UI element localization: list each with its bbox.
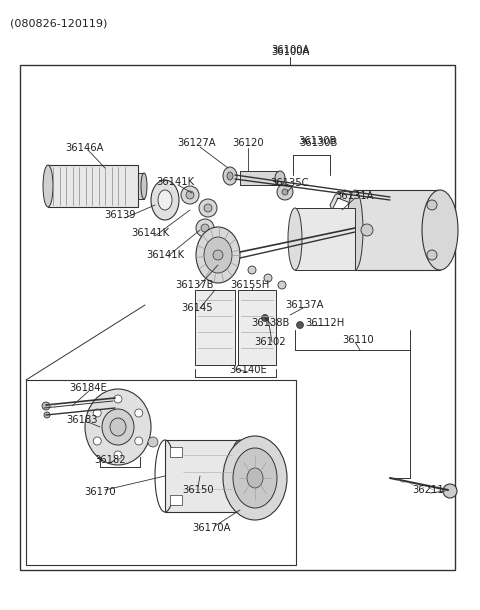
Ellipse shape xyxy=(347,190,363,270)
Ellipse shape xyxy=(248,266,256,274)
Ellipse shape xyxy=(93,409,101,417)
Bar xyxy=(26,380,296,565)
Text: 36184E: 36184E xyxy=(69,383,107,393)
Ellipse shape xyxy=(44,412,50,418)
Text: 36110: 36110 xyxy=(342,335,374,345)
Ellipse shape xyxy=(264,274,272,282)
Text: 36139: 36139 xyxy=(104,210,136,220)
Ellipse shape xyxy=(297,321,303,329)
Bar xyxy=(170,495,182,505)
Ellipse shape xyxy=(196,227,240,283)
Ellipse shape xyxy=(199,199,217,217)
Bar xyxy=(238,290,276,365)
Text: 36183: 36183 xyxy=(66,415,98,425)
Text: 36146A: 36146A xyxy=(66,143,104,153)
Bar xyxy=(170,447,182,457)
Text: 36135C: 36135C xyxy=(271,178,309,188)
Bar xyxy=(48,165,138,207)
Ellipse shape xyxy=(135,409,143,417)
Ellipse shape xyxy=(110,418,126,436)
Text: 36130B: 36130B xyxy=(299,138,337,148)
Text: 36141K: 36141K xyxy=(156,177,194,187)
Text: 36170A: 36170A xyxy=(193,523,231,533)
Text: 36155H: 36155H xyxy=(230,280,270,290)
Text: 36145: 36145 xyxy=(181,303,213,313)
Ellipse shape xyxy=(114,395,122,403)
Ellipse shape xyxy=(85,389,151,465)
Ellipse shape xyxy=(422,190,458,270)
Ellipse shape xyxy=(186,191,194,199)
Text: 36127A: 36127A xyxy=(178,138,216,148)
Ellipse shape xyxy=(288,208,302,270)
Ellipse shape xyxy=(102,409,134,445)
Ellipse shape xyxy=(42,402,50,410)
Bar xyxy=(240,171,280,185)
Text: 36137A: 36137A xyxy=(286,300,324,310)
Ellipse shape xyxy=(262,315,268,321)
Text: 36112H: 36112H xyxy=(305,318,345,328)
Ellipse shape xyxy=(204,204,212,212)
Text: 36170: 36170 xyxy=(84,487,116,497)
Ellipse shape xyxy=(275,171,285,185)
Ellipse shape xyxy=(227,172,233,180)
Bar xyxy=(20,65,455,570)
Ellipse shape xyxy=(443,484,457,498)
Bar xyxy=(295,208,355,270)
Ellipse shape xyxy=(427,250,437,260)
Ellipse shape xyxy=(43,165,53,207)
Ellipse shape xyxy=(114,451,122,459)
Ellipse shape xyxy=(233,448,277,508)
Text: 36141K: 36141K xyxy=(131,228,169,238)
Bar xyxy=(165,440,240,512)
Text: 36137B: 36137B xyxy=(176,280,214,290)
Ellipse shape xyxy=(361,224,373,236)
Text: 36138B: 36138B xyxy=(251,318,289,328)
Ellipse shape xyxy=(196,219,214,237)
Ellipse shape xyxy=(141,173,147,199)
Text: 36141K: 36141K xyxy=(146,250,184,260)
Text: 36100A: 36100A xyxy=(271,47,309,57)
Text: 36102: 36102 xyxy=(254,337,286,347)
Text: 36211: 36211 xyxy=(412,485,444,495)
Ellipse shape xyxy=(223,436,287,520)
Text: 36100A: 36100A xyxy=(271,45,309,55)
Bar xyxy=(195,290,235,365)
Ellipse shape xyxy=(151,180,179,220)
Ellipse shape xyxy=(148,437,158,447)
Text: 36150: 36150 xyxy=(182,485,214,495)
Ellipse shape xyxy=(427,200,437,210)
Text: 36130B: 36130B xyxy=(298,136,336,146)
Bar xyxy=(355,190,440,270)
Text: 36182: 36182 xyxy=(94,455,126,465)
Bar xyxy=(138,173,144,199)
Ellipse shape xyxy=(135,437,143,445)
Text: 36131A: 36131A xyxy=(336,191,374,201)
Ellipse shape xyxy=(223,167,237,185)
Ellipse shape xyxy=(277,184,293,200)
Ellipse shape xyxy=(247,468,263,488)
Ellipse shape xyxy=(278,281,286,289)
Ellipse shape xyxy=(213,250,223,260)
Ellipse shape xyxy=(181,186,199,204)
Text: (080826-120119): (080826-120119) xyxy=(10,18,108,28)
Text: 36120: 36120 xyxy=(232,138,264,148)
Ellipse shape xyxy=(93,437,101,445)
Ellipse shape xyxy=(204,237,232,273)
Ellipse shape xyxy=(158,190,172,210)
Text: 36140E: 36140E xyxy=(229,365,267,375)
Ellipse shape xyxy=(201,224,209,232)
Polygon shape xyxy=(330,190,358,240)
Ellipse shape xyxy=(282,189,288,195)
